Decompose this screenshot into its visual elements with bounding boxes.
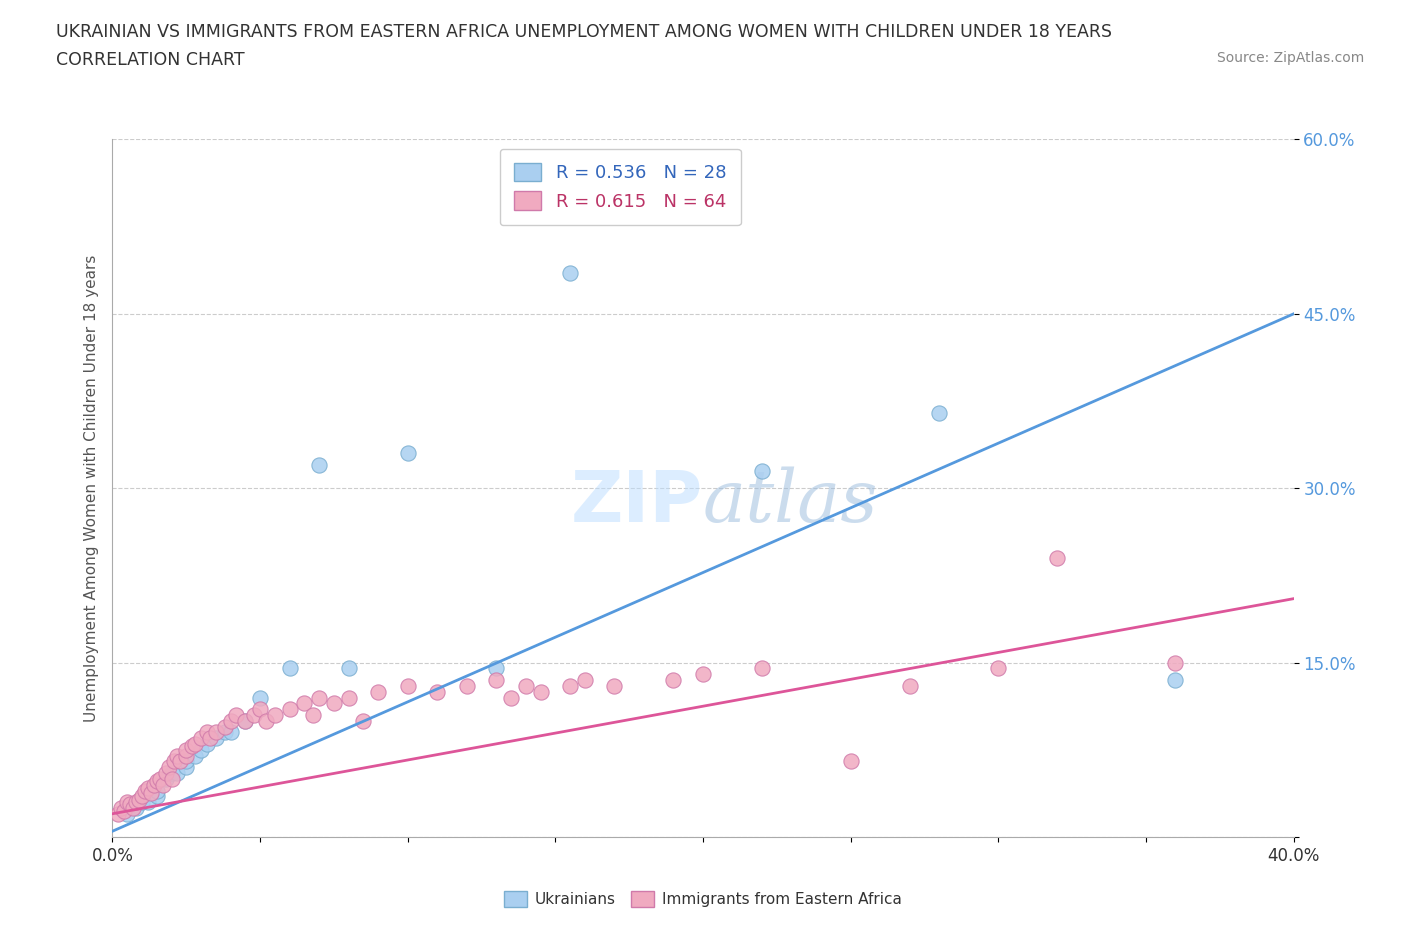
Point bbox=[426, 684, 449, 699]
Point bbox=[225, 708, 247, 723]
Point bbox=[160, 765, 183, 780]
Point bbox=[174, 742, 197, 757]
Point bbox=[174, 760, 197, 775]
Point bbox=[160, 772, 183, 787]
Point bbox=[558, 679, 582, 694]
Point bbox=[146, 783, 169, 798]
Point bbox=[166, 765, 188, 780]
Point bbox=[308, 458, 330, 472]
Point bbox=[190, 742, 212, 757]
Legend: Ukrainians, Immigrants from Eastern Africa: Ukrainians, Immigrants from Eastern Afri… bbox=[498, 884, 908, 913]
Point bbox=[125, 794, 148, 809]
Point bbox=[139, 785, 162, 800]
Point bbox=[337, 690, 360, 705]
Point bbox=[337, 661, 360, 676]
Point bbox=[249, 701, 271, 716]
Point bbox=[928, 405, 950, 420]
Text: CORRELATION CHART: CORRELATION CHART bbox=[56, 51, 245, 69]
Point bbox=[155, 772, 177, 787]
Point bbox=[501, 690, 523, 705]
Point bbox=[195, 737, 218, 751]
Point bbox=[219, 713, 242, 728]
Point bbox=[278, 701, 301, 716]
Text: Source: ZipAtlas.com: Source: ZipAtlas.com bbox=[1216, 51, 1364, 65]
Point bbox=[120, 797, 142, 812]
Point bbox=[1164, 672, 1187, 687]
Point bbox=[456, 679, 478, 694]
Point bbox=[205, 725, 228, 740]
Point bbox=[107, 806, 129, 821]
Point bbox=[662, 672, 685, 687]
Point bbox=[529, 684, 551, 699]
Point bbox=[198, 731, 221, 746]
Point bbox=[131, 789, 153, 804]
Point bbox=[128, 792, 150, 807]
Text: UKRAINIAN VS IMMIGRANTS FROM EASTERN AFRICA UNEMPLOYMENT AMONG WOMEN WITH CHILDR: UKRAINIAN VS IMMIGRANTS FROM EASTERN AFR… bbox=[56, 23, 1112, 41]
Point bbox=[157, 760, 180, 775]
Point bbox=[249, 690, 271, 705]
Point bbox=[117, 794, 138, 809]
Point bbox=[302, 708, 325, 723]
Point bbox=[751, 463, 773, 478]
Point bbox=[558, 266, 582, 281]
Point bbox=[181, 738, 204, 753]
Point bbox=[142, 777, 165, 792]
Point bbox=[396, 445, 419, 460]
Point bbox=[485, 672, 508, 687]
Point bbox=[131, 794, 153, 809]
Point bbox=[184, 748, 207, 763]
Point bbox=[134, 783, 156, 798]
Point bbox=[323, 696, 346, 711]
Point bbox=[278, 661, 301, 676]
Point bbox=[155, 765, 177, 780]
Point bbox=[264, 708, 287, 723]
Point bbox=[136, 781, 159, 796]
Point bbox=[839, 754, 862, 769]
Point bbox=[214, 725, 236, 740]
Point bbox=[987, 661, 1010, 676]
Point bbox=[233, 713, 256, 728]
Text: atlas: atlas bbox=[703, 467, 879, 538]
Point bbox=[254, 713, 277, 728]
Point bbox=[308, 690, 330, 705]
Point bbox=[898, 679, 921, 694]
Point bbox=[110, 801, 132, 816]
Point bbox=[174, 748, 197, 763]
Point bbox=[163, 754, 186, 769]
Point bbox=[515, 679, 537, 694]
Point bbox=[233, 713, 256, 728]
Point bbox=[125, 801, 148, 816]
Point bbox=[149, 772, 172, 787]
Point bbox=[136, 794, 159, 809]
Point bbox=[146, 774, 169, 789]
Point bbox=[292, 696, 315, 711]
Point bbox=[243, 708, 266, 723]
Y-axis label: Unemployment Among Women with Children Under 18 years: Unemployment Among Women with Children U… bbox=[83, 255, 98, 722]
Point bbox=[396, 679, 419, 694]
Point bbox=[205, 731, 228, 746]
Point bbox=[214, 719, 236, 734]
Point bbox=[195, 725, 218, 740]
Point bbox=[166, 748, 188, 763]
Point bbox=[184, 737, 207, 751]
Point bbox=[117, 806, 138, 821]
Point bbox=[485, 661, 508, 676]
Point bbox=[219, 725, 242, 740]
Point bbox=[174, 754, 197, 769]
Point bbox=[574, 672, 596, 687]
Point bbox=[603, 679, 626, 694]
Point bbox=[352, 713, 374, 728]
Point bbox=[692, 667, 714, 682]
Point bbox=[1164, 655, 1187, 670]
Point bbox=[190, 731, 212, 746]
Point bbox=[1046, 551, 1069, 565]
Point bbox=[169, 754, 191, 769]
Point bbox=[122, 801, 145, 816]
Point bbox=[751, 661, 773, 676]
Point bbox=[367, 684, 389, 699]
Text: ZIP: ZIP bbox=[571, 468, 703, 537]
Point bbox=[112, 804, 135, 819]
Point bbox=[152, 777, 174, 792]
Point bbox=[146, 789, 169, 804]
